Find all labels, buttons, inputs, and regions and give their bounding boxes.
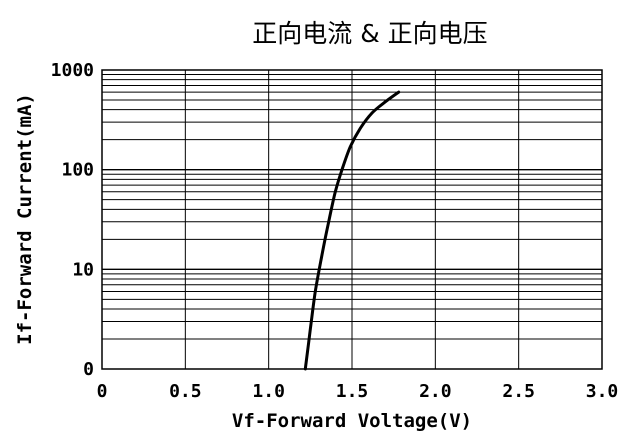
x-axis-ticks: 0 0.5 1.0 1.5 2.0 2.5 3.0 — [97, 381, 619, 402]
x-tick-label: 1.5 — [336, 381, 369, 402]
grid — [102, 70, 602, 369]
series-line — [303, 90, 401, 371]
x-tick-label: 3.0 — [586, 381, 619, 402]
x-tick-label: 0 — [97, 381, 108, 402]
chart-title: 正向电流 & 正向电压 — [252, 19, 487, 48]
x-tick-label: 0.5 — [169, 381, 202, 402]
y-tick-label: 10 — [72, 259, 94, 280]
plot-frame — [101, 69, 603, 370]
y-tick-label: 100 — [61, 160, 94, 181]
y-axis-label: If-Forward Current(mA) — [14, 93, 36, 345]
x-tick-label: 1.0 — [252, 381, 285, 402]
x-tick-label: 2.5 — [502, 381, 535, 402]
y-tick-label: 1000 — [51, 60, 94, 81]
x-tick-label: 2.0 — [419, 381, 452, 402]
x-axis-label: Vf-Forward Voltage(V) — [232, 410, 472, 432]
y-tick-label: 0 — [83, 359, 94, 380]
